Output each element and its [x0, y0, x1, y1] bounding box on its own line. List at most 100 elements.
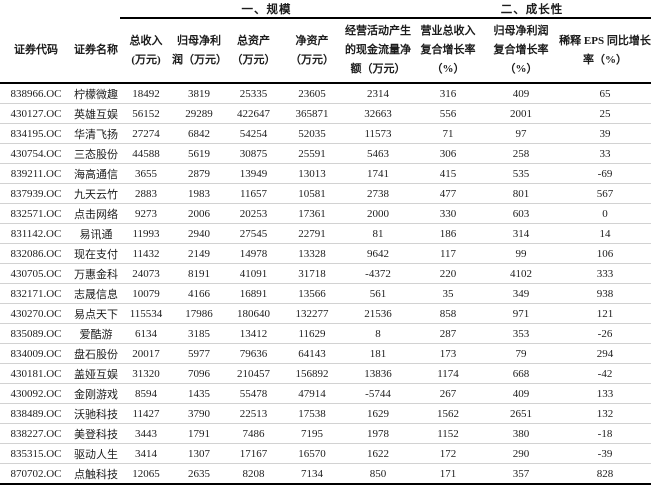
- cell-revenue-cagr: 330: [413, 203, 483, 224]
- table-row: 831142.OC 易讯通 11993 2940 27545 22791 81 186 314 1…: [0, 223, 651, 244]
- cell-net-profit: 1983: [172, 183, 226, 204]
- cell-revenue-cagr: 316: [413, 83, 483, 104]
- cell-security-name: 现在支付: [72, 243, 120, 264]
- cell-operating-cash-flow: 9642: [343, 243, 413, 264]
- column-header-total-assets: 总资产 （万元）: [226, 18, 281, 84]
- column-header-security-name: 证券名称: [72, 18, 120, 84]
- cell-eps-yoy-growth: 938: [559, 283, 651, 304]
- cell-net-profit: 2635: [172, 463, 226, 485]
- column-header-eps-yoy-growth: 稀释 EPS 同比增长 率（%）: [559, 18, 651, 84]
- cell-total-assets: 180640: [226, 303, 281, 324]
- cell-eps-yoy-growth: 132: [559, 403, 651, 424]
- cell-security-code: 430092.OC: [0, 383, 72, 404]
- cell-eps-yoy-growth: -26: [559, 323, 651, 344]
- column-header-line: 营业总收入: [420, 25, 476, 37]
- cell-net-profit: 1791: [172, 423, 226, 444]
- table-row: 430127.OC 英雄互娱 56152 29289 422647 365871 32663…: [0, 103, 651, 124]
- column-header-net-profit-cagr: 归母净利润复合增长率 （%）: [483, 18, 559, 84]
- cell-total-assets: 7486: [226, 423, 281, 444]
- column-header-line: 净资产: [295, 34, 329, 47]
- cell-total-assets: 22513: [226, 403, 281, 424]
- cell-security-code: 838966.OC: [0, 83, 72, 104]
- cell-total-assets: 17167: [226, 443, 281, 464]
- cell-net-assets: 13328: [281, 243, 343, 264]
- cell-operating-cash-flow: -5744: [343, 383, 413, 404]
- column-header-line: （%）: [504, 63, 538, 75]
- cell-security-name: 驱动人生: [72, 443, 120, 464]
- column-header-line: 归母净利: [177, 34, 221, 47]
- cell-net-profit: 2879: [172, 163, 226, 184]
- cell-total-revenue: 3414: [120, 443, 172, 464]
- table-row: 832171.OC 志晟信息 10079 4166 16891 13566 561 35 349…: [0, 283, 651, 304]
- table-body: 838966.OC 柠檬微趣 18492 3819 25335 23605 2314 316 4…: [0, 83, 651, 485]
- cell-net-profit-cagr: 357: [483, 463, 559, 485]
- cell-eps-yoy-growth: 25: [559, 103, 651, 124]
- cell-net-profit-cagr: 79: [483, 343, 559, 364]
- column-header-line: 证券名称: [74, 43, 118, 56]
- table-row: 832086.OC 现在支付 11432 2149 14978 13328 9642 117 9…: [0, 243, 651, 264]
- column-header-net-profit: 归母净利 润（万元）: [172, 18, 226, 84]
- cell-security-code: 838227.OC: [0, 423, 72, 444]
- cell-total-assets: 8208: [226, 463, 281, 485]
- cell-revenue-cagr: 172: [413, 443, 483, 464]
- group-header: 一、规模: [120, 0, 413, 19]
- cell-eps-yoy-growth: 14: [559, 223, 651, 244]
- cell-operating-cash-flow: 21536: [343, 303, 413, 324]
- cell-security-name: 美登科技: [72, 423, 120, 444]
- cell-net-profit-cagr: 801: [483, 183, 559, 204]
- cell-revenue-cagr: 287: [413, 323, 483, 344]
- cell-operating-cash-flow: 1741: [343, 163, 413, 184]
- cell-operating-cash-flow: 2738: [343, 183, 413, 204]
- cell-revenue-cagr: 556: [413, 103, 483, 124]
- cell-operating-cash-flow: 81: [343, 223, 413, 244]
- column-header-line: （%）: [431, 63, 465, 75]
- cell-total-revenue: 11427: [120, 403, 172, 424]
- column-header-row: 证券代码 证券名称 总收入 (万元) 归母净利 润（万元） 总资产 （万元） 净资产 （万元） 经营…: [0, 18, 651, 84]
- cell-total-assets: 13412: [226, 323, 281, 344]
- cell-revenue-cagr: 858: [413, 303, 483, 324]
- cell-net-assets: 52035: [281, 123, 343, 144]
- cell-operating-cash-flow: 2314: [343, 83, 413, 104]
- cell-net-profit: 1307: [172, 443, 226, 464]
- column-header-line: 复合增长率: [493, 44, 549, 56]
- cell-net-profit-cagr: 535: [483, 163, 559, 184]
- column-header-line: 稀释 EPS 同比增长: [559, 34, 651, 47]
- cell-revenue-cagr: 306: [413, 143, 483, 164]
- cell-revenue-cagr: 173: [413, 343, 483, 364]
- cell-net-assets: 17361: [281, 203, 343, 224]
- cell-net-assets: 16570: [281, 443, 343, 464]
- cell-net-assets: 10581: [281, 183, 343, 204]
- cell-net-profit-cagr: 2001: [483, 103, 559, 124]
- cell-security-code: 839211.OC: [0, 163, 72, 184]
- group-header-row: 一、规模 二、成长性: [0, 0, 651, 19]
- cell-operating-cash-flow: 1629: [343, 403, 413, 424]
- cell-revenue-cagr: 71: [413, 123, 483, 144]
- cell-total-assets: 20253: [226, 203, 281, 224]
- cell-net-profit: 7096: [172, 363, 226, 384]
- cell-total-assets: 54254: [226, 123, 281, 144]
- cell-revenue-cagr: 1152: [413, 423, 483, 444]
- cell-total-assets: 210457: [226, 363, 281, 384]
- cell-security-code: 430181.OC: [0, 363, 72, 384]
- cell-operating-cash-flow: 561: [343, 283, 413, 304]
- cell-operating-cash-flow: 850: [343, 463, 413, 485]
- cell-total-revenue: 31320: [120, 363, 172, 384]
- cell-net-profit: 4166: [172, 283, 226, 304]
- cell-total-revenue: 24073: [120, 263, 172, 284]
- cell-net-profit-cagr: 971: [483, 303, 559, 324]
- cell-net-assets: 25591: [281, 143, 343, 164]
- column-header-line: 归母净利润: [493, 25, 549, 37]
- column-header-line: （万元）: [290, 53, 334, 66]
- cell-eps-yoy-growth: -42: [559, 363, 651, 384]
- cell-total-assets: 14978: [226, 243, 281, 264]
- cell-security-code: 832571.OC: [0, 203, 72, 224]
- cell-net-assets: 7195: [281, 423, 343, 444]
- cell-security-name: 点触科技: [72, 463, 120, 485]
- cell-net-profit: 2006: [172, 203, 226, 224]
- cell-net-profit-cagr: 290: [483, 443, 559, 464]
- column-header-security-code: 证券代码: [0, 18, 72, 84]
- cell-security-name: 盖娅互娱: [72, 363, 120, 384]
- cell-operating-cash-flow: 2000: [343, 203, 413, 224]
- cell-security-name: 易点天下: [72, 303, 120, 324]
- cell-net-profit-cagr: 668: [483, 363, 559, 384]
